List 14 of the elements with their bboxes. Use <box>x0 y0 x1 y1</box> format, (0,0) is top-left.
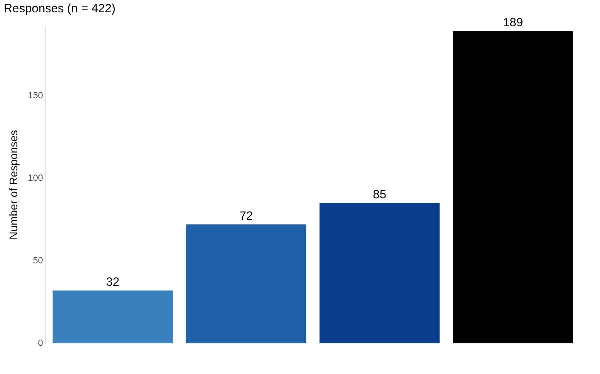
y-tick-label: 100 <box>28 172 44 183</box>
bar <box>453 31 574 344</box>
y-tick-label: 0 <box>38 338 44 348</box>
data-label: 189 <box>503 16 524 30</box>
data-label: 32 <box>106 275 120 290</box>
bar <box>52 290 173 344</box>
y-tick-label: 150 <box>28 90 44 100</box>
chart-title: Responses (n = 422) <box>4 2 116 16</box>
bar <box>186 224 306 344</box>
y-tick-label: 50 <box>33 255 44 266</box>
data-label: 85 <box>373 187 387 202</box>
data-label: 72 <box>240 208 254 223</box>
bar <box>320 203 440 344</box>
y-axis-title: Number of Responses <box>8 130 21 240</box>
